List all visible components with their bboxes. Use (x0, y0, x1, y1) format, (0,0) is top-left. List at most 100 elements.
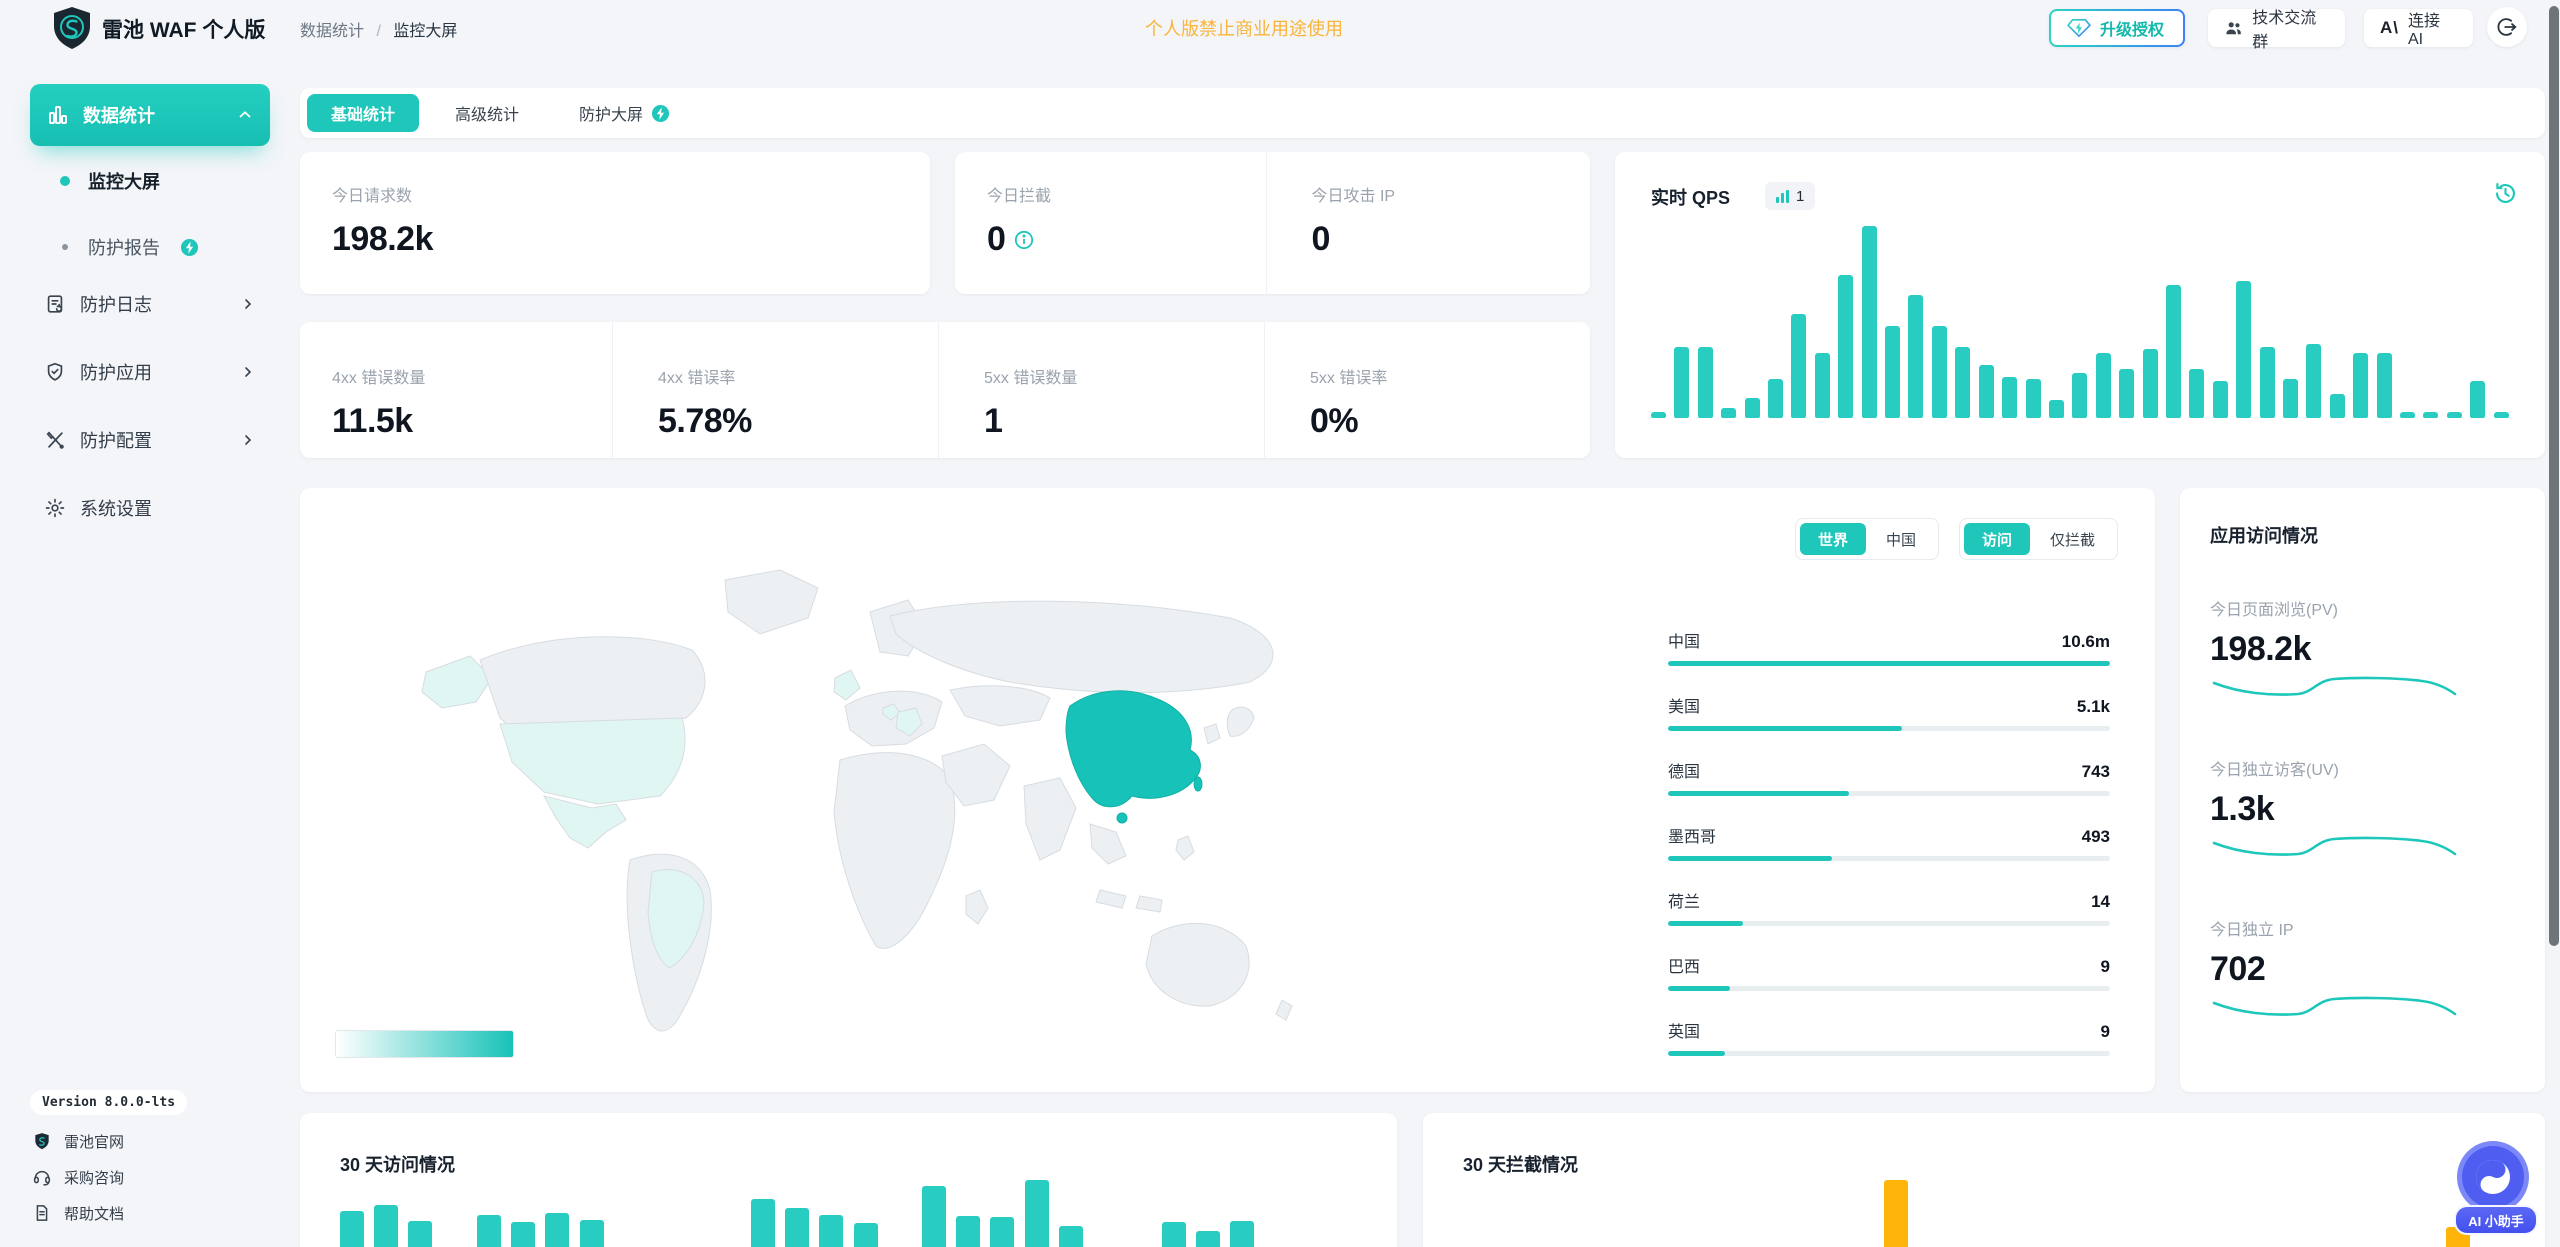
geo-row: 荷兰14 (1668, 888, 2110, 926)
visit-day-bar (922, 1186, 946, 1247)
shield-logo-icon (32, 1131, 52, 1151)
stat-value: 1 (984, 402, 1264, 441)
qps-bar (2166, 285, 2181, 418)
tab-advanced-stats[interactable]: 高级统计 (431, 94, 543, 132)
sidebar-link-label: 采购咨询 (64, 1167, 124, 1188)
qps-bar (2306, 344, 2321, 418)
metric-value: 1.3k (2210, 790, 2515, 829)
stat-value: 11.5k (332, 402, 612, 441)
blocks-30d-chart[interactable] (1463, 1180, 2505, 1247)
qps-bar (2353, 353, 2368, 418)
card-today-blocked: 今日拦截 0 今日攻击 IP 0 (955, 152, 1590, 294)
scrollbar-thumb[interactable] (2549, 6, 2559, 946)
qps-title: 实时 QPS (1651, 184, 1730, 210)
panel-30d-visits: 30 天访问情况 (300, 1113, 1397, 1247)
sidebar-item-protected-apps[interactable]: 防护应用 (30, 350, 270, 394)
tabs: 基础统计高级统计 防护大屏 (307, 94, 694, 132)
stat-value: 5.78% (658, 402, 938, 441)
geo-country-name: 英国 (1668, 1018, 1700, 1042)
toggle-visits[interactable]: 访问 (1964, 523, 2030, 555)
stat-label: 今日攻击 IP (1312, 182, 1591, 206)
tab-basic-stats[interactable]: 基础统计 (307, 94, 419, 132)
bolt-badge-icon (651, 104, 670, 123)
toggle-world[interactable]: 世界 (1800, 523, 1866, 555)
block-day-bar (1884, 1180, 1908, 1247)
breadcrumb-section[interactable]: 数据统计 (300, 23, 364, 40)
sidebar-item-protection-config[interactable]: 防护配置 (30, 418, 270, 462)
geo-row-line: 巴西9 (1668, 953, 2110, 977)
link-official-website[interactable]: 雷池官网 (32, 1126, 252, 1156)
geo-bar-fill (1668, 791, 1849, 796)
card-error-stats: 4xx 错误数量11.5k4xx 错误率5.78%5xx 错误数量15xx 错误… (300, 322, 1590, 458)
breadcrumb: 数据统计 / 监控大屏 (300, 17, 457, 41)
geo-bar-fill (1668, 986, 1730, 991)
geo-bar-track (1668, 791, 2110, 796)
mini-bars-icon (1776, 190, 1789, 203)
geo-country-name: 美国 (1668, 693, 1700, 717)
history-icon[interactable] (2492, 180, 2519, 207)
info-icon[interactable] (1014, 230, 1034, 250)
visit-day-bar (751, 1199, 775, 1247)
metric-value: 702 (2210, 950, 2515, 989)
community-button[interactable]: 技术交流群 (2208, 9, 2345, 47)
qps-bar (2260, 347, 2275, 418)
geo-bar-track (1668, 1051, 2110, 1056)
qps-chart[interactable] (1651, 222, 2509, 418)
ai-assistant-button[interactable]: AI 小助手 (2454, 1139, 2536, 1235)
trend-sparkline (2210, 989, 2460, 1023)
metric-pv: 今日页面浏览(PV)198.2k (2210, 596, 2515, 756)
sidebar-group-data-stats[interactable]: 数据统计 (30, 84, 270, 146)
geo-bar-fill (1668, 661, 2110, 666)
sidebar-item-monitor-screen[interactable]: 监控大屏 (30, 159, 270, 203)
tab-label: 防护大屏 (579, 101, 643, 125)
stat-label: 4xx 错误数量 (332, 364, 612, 388)
sidebar-link-label: 帮助文档 (64, 1203, 124, 1224)
community-label: 技术交流群 (2252, 4, 2329, 52)
geo-row: 美国5.1k (1668, 693, 2110, 731)
world-map[interactable] (330, 560, 1370, 1060)
qps-bar (1979, 365, 1994, 418)
qps-source-badge[interactable]: 1 (1765, 182, 1815, 210)
toggle-china[interactable]: 中国 (1868, 523, 1934, 555)
qps-bar (2189, 369, 2204, 418)
upgrade-license-button[interactable]: 升级授权 (2049, 9, 2185, 47)
qps-bar (1721, 408, 1736, 418)
geo-row-line: 中国10.6m (1668, 628, 2110, 652)
geo-bar-track (1668, 856, 2110, 861)
tab-protection-screen[interactable]: 防护大屏 (555, 94, 694, 132)
toggle-blocks-only[interactable]: 仅拦截 (2032, 523, 2113, 555)
qps-bar (2096, 353, 2111, 418)
connect-ai-button[interactable]: A\ 连接 AI (2364, 9, 2473, 47)
people-icon (2224, 18, 2243, 38)
metric-value: 198.2k (2210, 630, 2515, 669)
qps-bar (1838, 275, 1853, 418)
qps-bar (2072, 373, 2087, 418)
app-title: 雷池 WAF 个人版 (102, 14, 265, 44)
sidebar-item-protection-logs[interactable]: 防护日志 (30, 282, 270, 326)
link-help-docs[interactable]: 帮助文档 (32, 1198, 252, 1228)
sidebar-link-label: 雷池官网 (64, 1131, 124, 1152)
china-region[interactable] (1066, 691, 1200, 807)
visit-day-bar (1196, 1231, 1220, 1247)
geo-country-value: 10.6m (2062, 632, 2110, 652)
logout-button[interactable] (2487, 7, 2527, 47)
qps-bar (2494, 412, 2509, 418)
visits-30d-chart[interactable] (340, 1180, 1357, 1247)
sidebar-item-label: 系统设置 (80, 495, 152, 521)
metric-label: 今日独立访客(UV) (2210, 756, 2515, 780)
qps-bar (1885, 326, 1900, 418)
stat-label: 今日请求数 (332, 182, 930, 206)
qps-bar (2026, 379, 2041, 418)
link-purchase-consult[interactable]: 采购咨询 (32, 1162, 252, 1192)
visit-day-bar (1230, 1221, 1254, 1247)
blocks-30d-title: 30 天拦截情况 (1463, 1151, 1578, 1177)
error-stat-col: 4xx 错误率5.78% (612, 322, 938, 458)
qps-bar (2400, 412, 2415, 418)
geo-bar-track (1668, 921, 2110, 926)
shield-check-icon (44, 361, 66, 383)
qps-bar (1768, 379, 1783, 418)
panel-realtime-qps: 实时 QPS 1 (1615, 152, 2545, 458)
mode-toggle: 访问仅拦截 (1959, 518, 2118, 560)
sidebar-item-protection-report[interactable]: 防护报告 (30, 225, 270, 269)
sidebar-item-system-settings[interactable]: 系统设置 (30, 486, 270, 530)
